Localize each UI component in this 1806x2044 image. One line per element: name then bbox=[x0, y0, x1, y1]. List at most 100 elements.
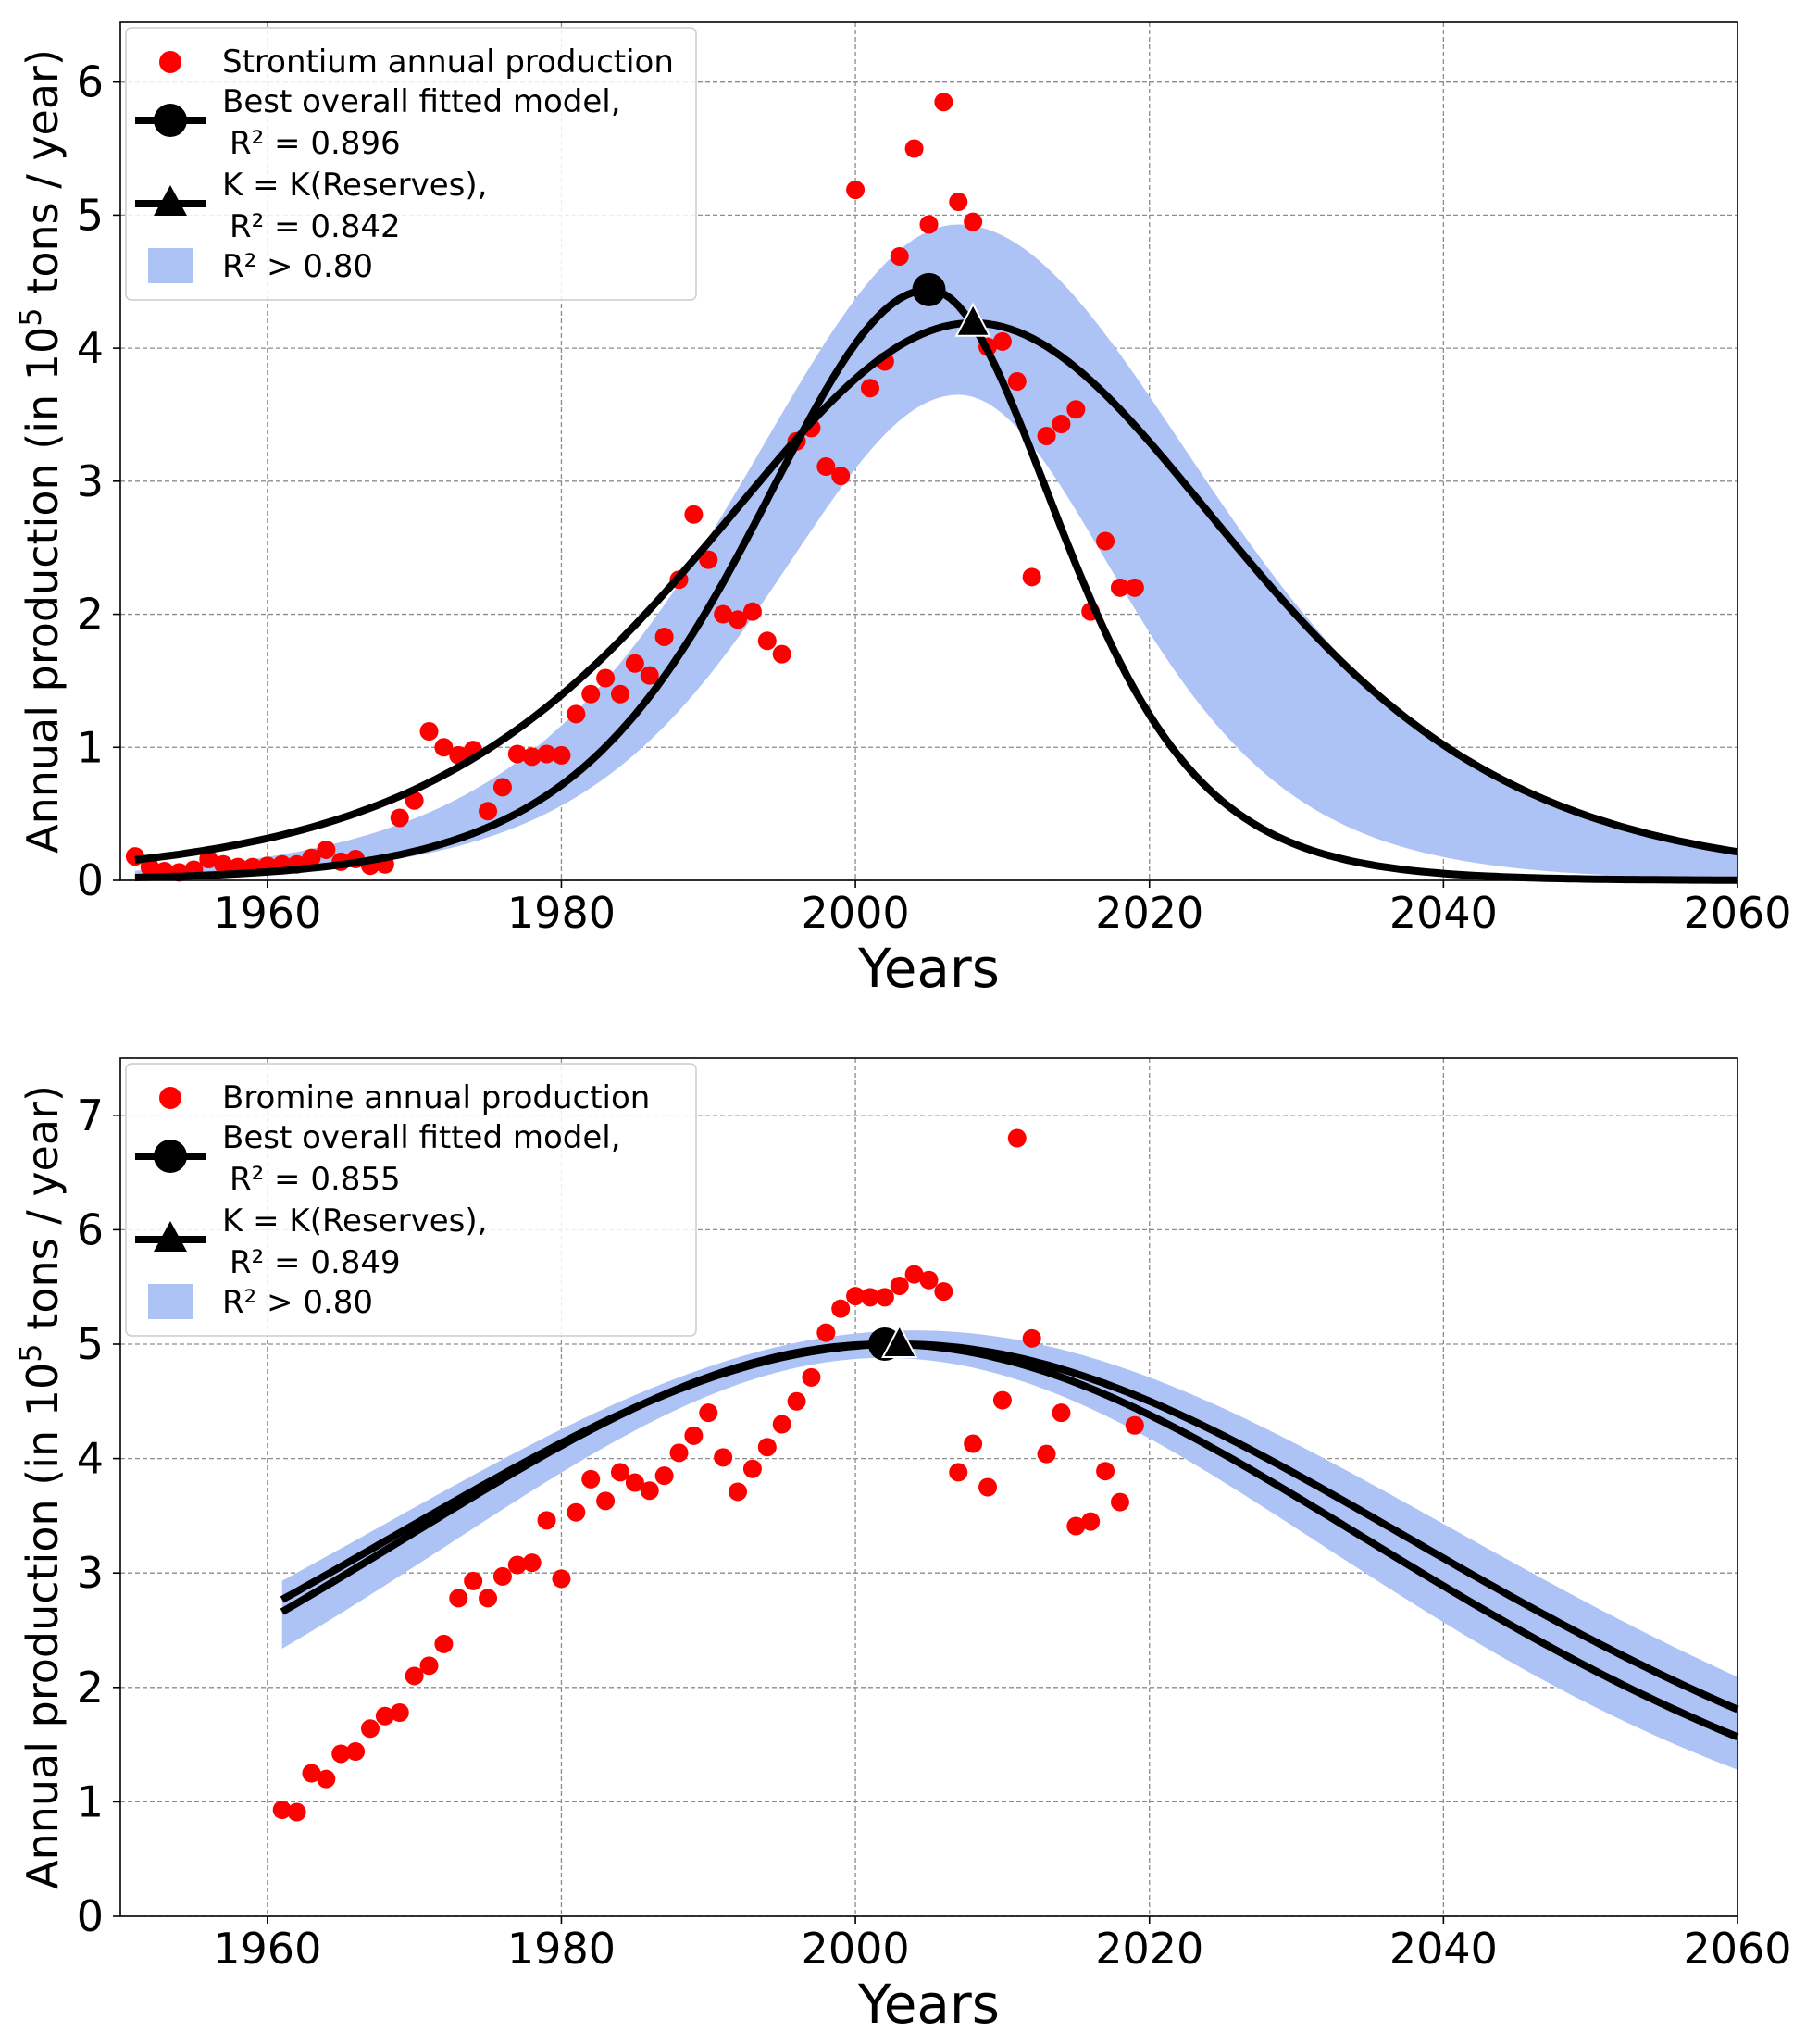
data-point bbox=[522, 747, 542, 766]
legend-label: R² = 0.849 bbox=[230, 1244, 401, 1281]
data-point bbox=[302, 848, 321, 867]
data-point bbox=[492, 778, 512, 797]
ticks: 1960 1980 2000 2020 2040 2060 0 1 2 3 4 5 6 7 bbox=[77, 1091, 1792, 1974]
legend-label: Strontium annual production bbox=[222, 44, 674, 81]
data-point bbox=[331, 1744, 351, 1764]
x-tick-label: 2040 bbox=[1389, 888, 1498, 938]
data-point bbox=[816, 1323, 836, 1342]
data-point bbox=[317, 1769, 336, 1788]
legend-box bbox=[125, 1063, 697, 1337]
r2-band bbox=[281, 1330, 1738, 1770]
y-tick-label: 6 bbox=[77, 1204, 104, 1254]
data-point bbox=[919, 1270, 939, 1290]
legend-label: R² = 0.855 bbox=[230, 1161, 401, 1198]
y-tick-label: 1 bbox=[77, 722, 104, 772]
data-point bbox=[552, 745, 571, 765]
x-tick-label: 2020 bbox=[1095, 888, 1203, 938]
data-point bbox=[1110, 1492, 1129, 1512]
x-tick-label: 2000 bbox=[802, 1924, 910, 1974]
legend-label: Best overall fitted model, bbox=[222, 83, 621, 120]
y-tick-label: 2 bbox=[77, 1663, 104, 1713]
strontium-chart-panel: 1960 1980 2000 2020 2040 2060 0 1 2 3 4 5 6 Years Annu… bbox=[13, 21, 1792, 1000]
x-tick-label: 1960 bbox=[213, 888, 321, 938]
x-tick-label: 2000 bbox=[802, 888, 910, 938]
data-point bbox=[567, 704, 586, 724]
data-point bbox=[419, 1656, 439, 1676]
data-point bbox=[1052, 1403, 1071, 1423]
data-point bbox=[610, 684, 629, 704]
reserves-fit-curve bbox=[134, 318, 1738, 864]
data-point bbox=[507, 1555, 527, 1575]
data-point bbox=[772, 1415, 791, 1434]
data-point bbox=[890, 1276, 909, 1295]
data-point bbox=[1007, 372, 1027, 392]
data-point bbox=[1096, 1462, 1115, 1481]
y-tick-label: 5 bbox=[77, 1319, 104, 1369]
data-point bbox=[714, 1448, 733, 1467]
y-label-part: tons / year) bbox=[18, 49, 68, 307]
data-point bbox=[860, 379, 879, 398]
data-point bbox=[360, 1719, 380, 1739]
data-point bbox=[302, 1764, 321, 1783]
data-point bbox=[934, 1282, 953, 1302]
reserves-fit-peak-marker bbox=[954, 302, 991, 337]
data-point bbox=[552, 1569, 571, 1589]
data-point bbox=[449, 1589, 468, 1608]
y-tick-label: 2 bbox=[77, 590, 104, 640]
y-tick-label: 6 bbox=[77, 57, 104, 107]
data-point bbox=[1022, 1328, 1041, 1348]
data-point bbox=[964, 212, 983, 231]
data-point bbox=[934, 93, 953, 112]
y-tick-label: 4 bbox=[77, 323, 104, 373]
data-point bbox=[978, 1477, 998, 1497]
plot-frame bbox=[119, 1057, 1738, 1917]
x-tick-label: 2040 bbox=[1389, 1924, 1498, 1974]
legend-triangle-marker bbox=[154, 185, 187, 216]
data-point bbox=[846, 1287, 866, 1306]
y-axis-label: Annual production (in 105 tons / year) bbox=[13, 1085, 68, 1889]
data-point bbox=[875, 1288, 894, 1307]
data-point bbox=[654, 627, 674, 646]
y-label-part: Annual production (in 10 bbox=[18, 327, 68, 854]
data-point bbox=[640, 1481, 659, 1501]
data-point bbox=[1096, 531, 1115, 551]
data-point bbox=[654, 1466, 674, 1486]
data-point bbox=[992, 331, 1012, 351]
data-point bbox=[684, 1426, 704, 1445]
data-point bbox=[537, 1511, 556, 1530]
reserves-fit-peak-marker bbox=[881, 1323, 918, 1358]
data-point bbox=[846, 181, 866, 200]
y-tick-label: 0 bbox=[77, 855, 104, 905]
x-tick-label: 1960 bbox=[213, 1924, 321, 1974]
data-point bbox=[522, 1553, 542, 1573]
y-label-part: Annual production (in 10 bbox=[18, 1363, 68, 1889]
data-point bbox=[802, 1367, 821, 1387]
data-point bbox=[464, 1571, 483, 1590]
legend-circle-marker bbox=[154, 1140, 187, 1173]
x-tick-label: 2020 bbox=[1095, 1924, 1203, 1974]
x-tick-label: 1980 bbox=[507, 1924, 616, 1974]
y-tick-label: 1 bbox=[77, 1776, 104, 1826]
data-point bbox=[287, 1802, 306, 1822]
data-point bbox=[434, 738, 454, 757]
data-point bbox=[1110, 578, 1129, 597]
data-point bbox=[831, 467, 851, 486]
legend-label: Bromine annual production bbox=[222, 1079, 650, 1116]
data-point bbox=[949, 193, 968, 212]
data-point bbox=[492, 1566, 512, 1586]
data-points bbox=[125, 93, 1144, 882]
data-point bbox=[1052, 415, 1071, 434]
legend-triangle-marker bbox=[154, 1221, 187, 1252]
data-point bbox=[419, 722, 439, 742]
data-point bbox=[684, 505, 704, 524]
data-point bbox=[214, 854, 233, 874]
data-point bbox=[904, 1265, 924, 1284]
data-point bbox=[729, 1482, 748, 1502]
data-point bbox=[596, 1491, 616, 1511]
data-point bbox=[992, 1390, 1012, 1410]
data-point bbox=[757, 631, 777, 651]
data-point bbox=[742, 602, 762, 621]
data-point bbox=[375, 1706, 394, 1726]
